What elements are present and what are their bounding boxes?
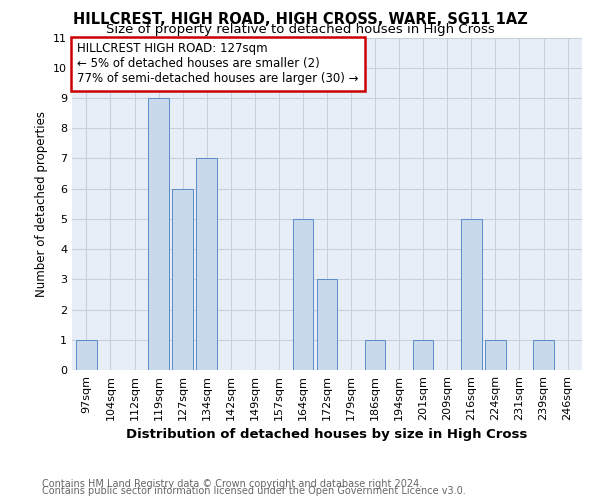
Text: Contains public sector information licensed under the Open Government Licence v3: Contains public sector information licen… bbox=[42, 486, 466, 496]
Text: HILLCREST HIGH ROAD: 127sqm
← 5% of detached houses are smaller (2)
77% of semi-: HILLCREST HIGH ROAD: 127sqm ← 5% of deta… bbox=[77, 42, 359, 86]
Text: Size of property relative to detached houses in High Cross: Size of property relative to detached ho… bbox=[106, 22, 494, 36]
Bar bbox=[196, 158, 217, 370]
Bar bbox=[76, 340, 97, 370]
Bar bbox=[485, 340, 506, 370]
Bar bbox=[533, 340, 554, 370]
X-axis label: Distribution of detached houses by size in High Cross: Distribution of detached houses by size … bbox=[127, 428, 527, 442]
Bar bbox=[365, 340, 385, 370]
Text: HILLCREST, HIGH ROAD, HIGH CROSS, WARE, SG11 1AZ: HILLCREST, HIGH ROAD, HIGH CROSS, WARE, … bbox=[73, 12, 527, 28]
Bar bbox=[317, 280, 337, 370]
Bar bbox=[413, 340, 433, 370]
Bar bbox=[148, 98, 169, 370]
Text: Contains HM Land Registry data © Crown copyright and database right 2024.: Contains HM Land Registry data © Crown c… bbox=[42, 479, 422, 489]
Bar bbox=[172, 188, 193, 370]
Y-axis label: Number of detached properties: Number of detached properties bbox=[35, 111, 47, 296]
Bar bbox=[461, 219, 482, 370]
Bar bbox=[293, 219, 313, 370]
